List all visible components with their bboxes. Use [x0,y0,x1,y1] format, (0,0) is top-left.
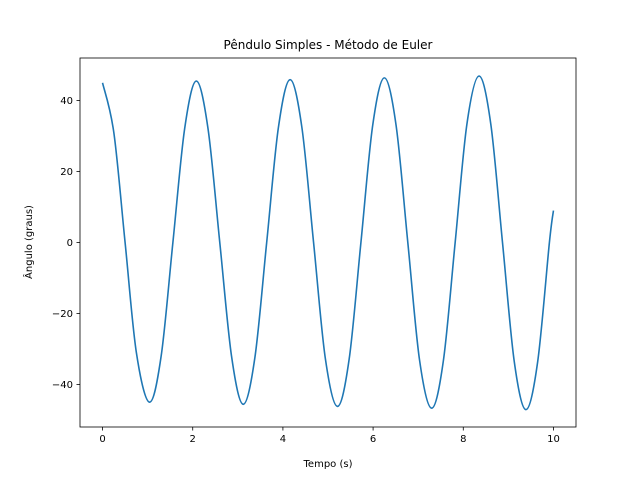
y-tick-label: 20 [60,167,73,178]
x-tick-label: 8 [460,434,466,445]
x-tick-label: 0 [99,434,105,445]
y-axis-label: Ângulo (graus) [22,205,35,279]
y-tick-label: 0 [67,238,73,249]
series-line [101,75,555,411]
x-axis-label: Tempo (s) [303,459,353,470]
y-tick-label: −40 [52,380,73,391]
x-tick-label: 10 [547,434,560,445]
x-tick-label: 6 [370,434,376,445]
chart-title: Pêndulo Simples - Método de Euler [224,38,433,52]
series-line-group [101,75,555,411]
y-tick-label: −20 [52,309,73,320]
y-tick-label: 40 [60,96,73,107]
y-axis: −40 −20 0 20 40 [52,96,80,391]
x-tick-label: 4 [280,434,286,445]
x-axis: 0 2 4 6 8 10 [99,427,560,445]
x-tick-label: 2 [190,434,196,445]
